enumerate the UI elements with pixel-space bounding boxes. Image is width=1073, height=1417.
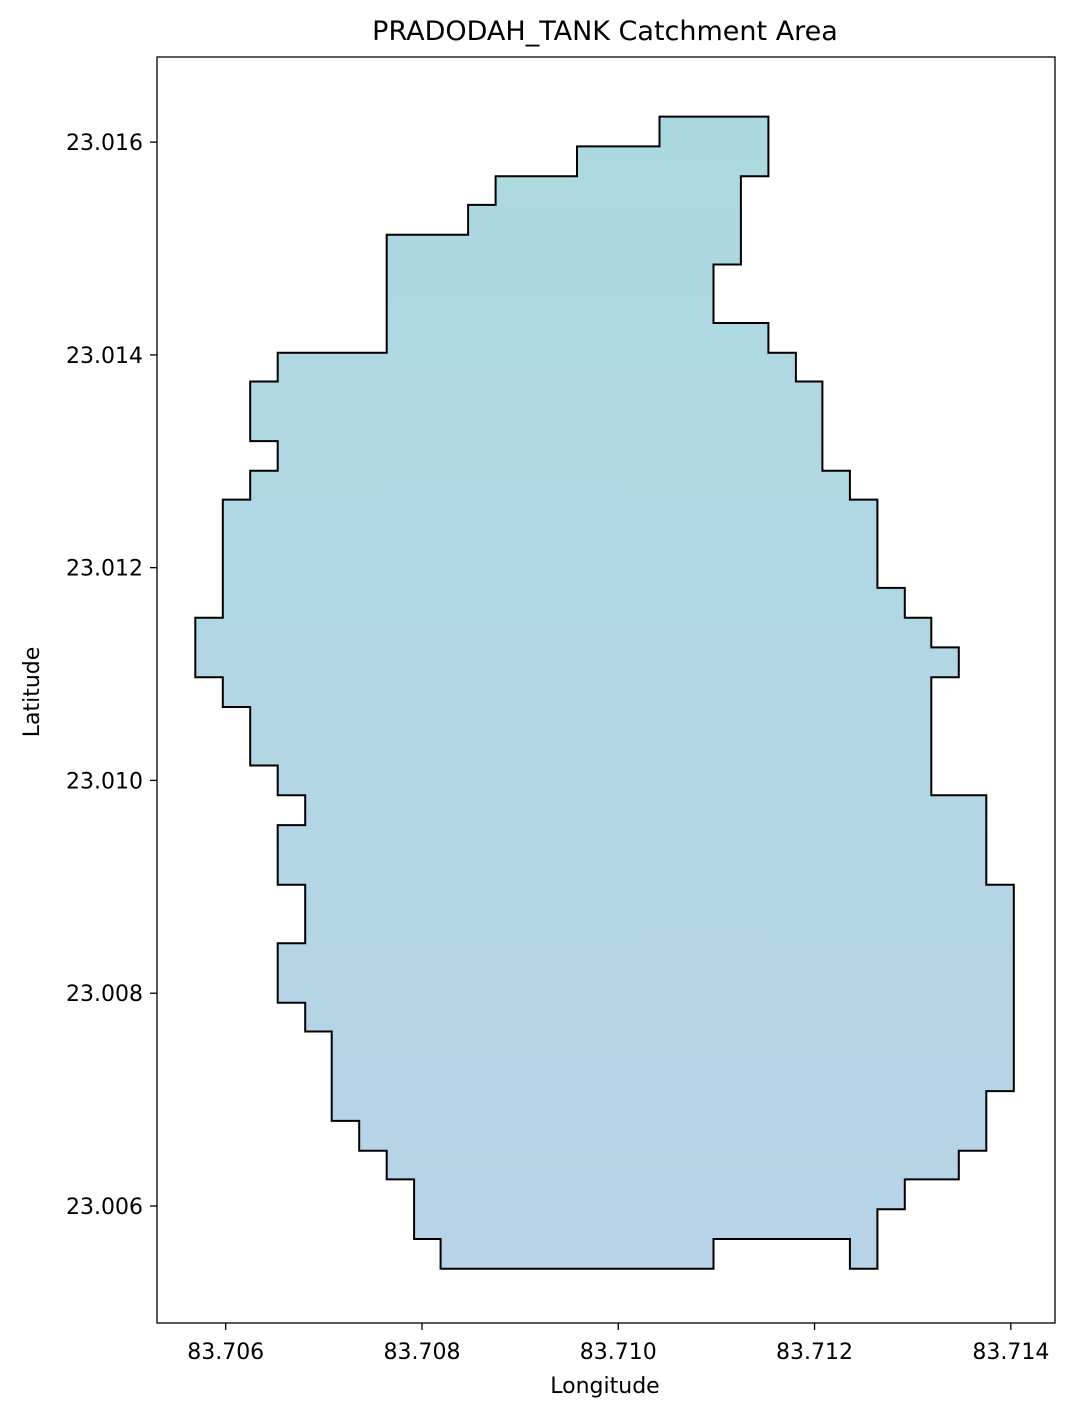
x-tick-label: 83.712 xyxy=(776,1340,853,1365)
y-tick-label: 23.014 xyxy=(66,344,143,369)
x-tick-label: 83.708 xyxy=(383,1340,460,1365)
y-axis-ticks: 23.006 23.008 23.010 23.012 23.014 23.016 xyxy=(66,131,157,1220)
x-tick-label: 83.710 xyxy=(580,1340,657,1365)
y-tick-label: 23.012 xyxy=(66,557,143,582)
x-tick-label: 83.706 xyxy=(187,1340,264,1365)
x-axis-ticks: 83.706 83.708 83.710 83.712 83.714 xyxy=(187,1323,1049,1365)
y-axis-title: Latitude xyxy=(20,647,45,738)
y-tick-label: 23.010 xyxy=(66,769,143,794)
plot-frame xyxy=(156,56,1056,1324)
y-tick-label: 23.008 xyxy=(66,982,143,1007)
y-tick-label: 23.006 xyxy=(66,1195,143,1220)
x-tick-label: 83.714 xyxy=(972,1340,1049,1365)
catchment-polygon xyxy=(194,115,1015,1270)
x-axis-title: Longitude xyxy=(550,1374,659,1399)
y-tick-label: 23.016 xyxy=(66,131,143,156)
plot-area xyxy=(156,56,1056,1324)
chart-title: PRADODAH_TANK Catchment Area xyxy=(372,16,838,47)
